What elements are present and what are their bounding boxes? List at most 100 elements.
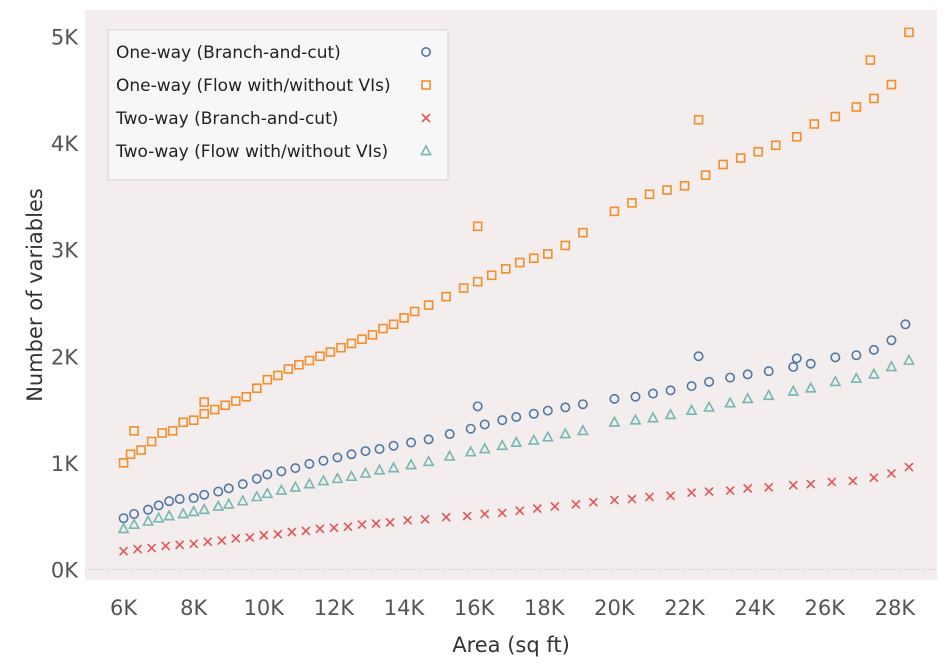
square-point	[609, 206, 620, 217]
series-1	[118, 319, 911, 524]
circle-point	[542, 405, 553, 416]
x-tick-label: 12K	[314, 596, 356, 620]
cross-point	[441, 512, 451, 522]
legend-label: Two-way (Flow with/without VIs)	[115, 142, 388, 162]
square-point	[441, 291, 451, 302]
triangle-point	[422, 455, 435, 467]
circle-point	[479, 419, 490, 430]
triangle-point	[703, 400, 716, 412]
cross-point	[480, 509, 490, 519]
circle-point	[528, 408, 539, 419]
circle-point	[886, 335, 897, 346]
y-axis-title: Number of variables	[23, 188, 47, 402]
cross-point	[869, 473, 879, 483]
y-tick-label: 0K	[51, 558, 79, 582]
triangle-point	[250, 490, 263, 502]
square-point	[904, 27, 914, 38]
x-axis-title: Area (sq ft)	[452, 633, 570, 657]
circle-point	[290, 463, 301, 474]
circle-point	[304, 458, 315, 469]
square-point	[167, 426, 178, 436]
cross-point	[357, 520, 367, 530]
square-point	[830, 111, 841, 122]
square-point	[357, 334, 367, 345]
x-tick-label: 28K	[875, 596, 917, 620]
square-point	[241, 391, 252, 402]
cross-point	[609, 495, 619, 505]
square-point	[346, 338, 357, 349]
cross-point	[571, 499, 581, 509]
square-point	[136, 445, 146, 455]
cross-point	[217, 536, 227, 546]
triangle-point	[163, 509, 176, 521]
square-point	[178, 417, 188, 428]
square-point	[378, 323, 388, 334]
triangle-point	[608, 415, 621, 427]
cross-point	[161, 541, 171, 551]
square-point	[409, 306, 420, 317]
circle-point	[444, 429, 455, 440]
square-point	[865, 55, 876, 65]
cross-point	[259, 530, 269, 540]
cross-point	[764, 482, 774, 492]
square-point	[388, 319, 399, 330]
triangle-point	[142, 514, 155, 526]
square-point	[129, 426, 139, 436]
circle-point	[276, 466, 287, 477]
circle-point	[360, 446, 371, 457]
legend-square-icon	[421, 80, 431, 90]
triangle-point	[478, 442, 491, 454]
triangle-point	[212, 499, 225, 511]
x-axis-ticks: 6K 8K 10K 12K 14K 16K 18K 20K 22K 24K 26K 28K	[110, 596, 916, 620]
x-tick-label: 16K	[454, 596, 496, 620]
circle-point	[199, 489, 210, 500]
triangle-point	[387, 461, 400, 473]
cross-point	[329, 523, 339, 533]
x-tick-label: 6K	[110, 596, 138, 620]
square-point	[262, 374, 273, 385]
triangle-point	[464, 445, 477, 457]
square-point	[188, 415, 199, 425]
cross-point	[687, 488, 697, 498]
triangle-point	[685, 403, 698, 415]
circle-point	[346, 449, 357, 460]
cross-point	[245, 532, 255, 542]
square-point	[644, 189, 655, 200]
triangle-point	[345, 469, 358, 482]
legend-circle-icon	[420, 46, 431, 57]
cross-point	[588, 497, 598, 507]
cross-point	[515, 506, 525, 516]
cross-point	[550, 501, 560, 512]
circle-point	[868, 344, 879, 355]
cross-point	[231, 533, 241, 544]
circle-point	[630, 391, 641, 402]
square-point	[500, 264, 511, 274]
circle-point	[388, 440, 399, 451]
circle-point	[577, 399, 588, 410]
square-point	[869, 93, 879, 104]
cross-point	[743, 483, 753, 493]
triangle-point	[885, 360, 898, 372]
y-tick-label: 5K	[51, 26, 79, 50]
circle-point	[560, 402, 571, 413]
triangle-point	[405, 458, 418, 470]
circle-point	[423, 434, 434, 445]
circle-point	[665, 385, 676, 396]
triangle-point	[804, 381, 817, 393]
triangle-point	[359, 466, 372, 478]
square-point	[283, 364, 294, 374]
circle-point	[763, 366, 774, 377]
cross-point	[627, 494, 637, 504]
cross-point	[301, 526, 311, 536]
square-point	[486, 270, 497, 281]
square-point	[791, 131, 802, 142]
circle-point	[332, 452, 343, 463]
circle-point	[609, 393, 620, 404]
circle-point	[830, 352, 841, 363]
cross-point	[287, 527, 297, 537]
square-point	[423, 300, 434, 310]
triangle-point	[443, 449, 456, 461]
square-point	[199, 397, 210, 407]
triangle-point	[496, 439, 509, 451]
square-point	[294, 359, 304, 370]
